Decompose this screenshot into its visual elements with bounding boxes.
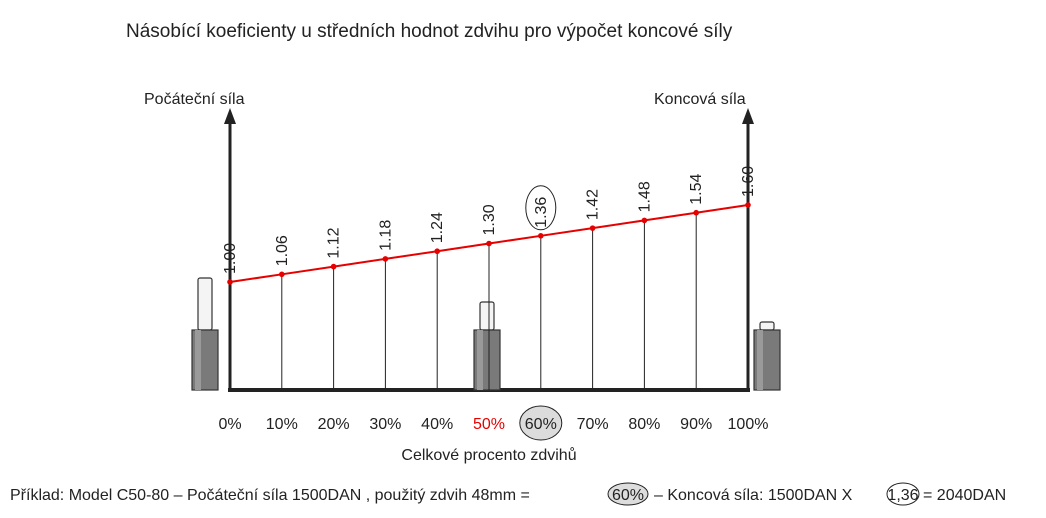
data-point-70 [589,225,596,231]
chart-title: Násobící koeficienty u středních hodnot … [126,21,733,42]
example-circled-factor: 1,36 [887,487,918,504]
circled-value-outline [525,185,557,231]
data-point-30 [382,256,389,262]
value-label-70: 1.42 [585,189,602,220]
data-point-10 [279,271,285,278]
value-label-20: 1.12 [326,227,343,258]
value-label-90: 1.54 [688,173,705,204]
data-point-80 [641,217,648,224]
value-label-50: 1.30 [481,204,498,235]
tick-label-100: 100% [728,416,769,433]
value-label-80: 1.48 [636,181,653,212]
value-label-30: 1.18 [377,220,394,251]
tick-label-50: 50% [473,416,505,433]
data-point-0 [227,279,233,285]
tick-label-80: 80% [628,416,660,433]
value-label-10: 1.06 [274,235,291,266]
example-prefix: Příklad: Model C50-80 – Počáteční síla 1… [10,487,530,504]
right-axis-title: Koncová síla [654,91,746,108]
value-label-0: 1.00 [222,243,239,274]
data-point-40 [434,248,441,255]
left-axis-arrow [224,108,236,124]
value-label-40: 1.24 [429,212,446,243]
cylinder-mid-icon [473,301,501,391]
example-factor-circle [886,482,920,506]
example-circled-percent: 60% [612,487,644,504]
value-label-60: 1.36 [533,197,550,228]
example-percent-circle [607,482,649,506]
cylinder-start-icon [191,277,219,391]
value-label-100: 1.60 [740,166,757,197]
chart-marks: 1.00 0% 1.06 10% 1.12 20% 1.18 30% 1.24 40% 1.30 50… [218,166,769,441]
tick-label-0: 0% [218,416,241,433]
example-suffix: = 2040DAN [923,487,1006,504]
circled-tick-outline [519,405,563,441]
data-point-100 [745,202,751,208]
x-axis-title: Celkové procento zdvihů [401,446,576,464]
right-axis-arrow [742,108,754,124]
data-point-60 [538,233,544,239]
tick-label-60: 60% [525,416,557,433]
example-middle: – Koncová síla: 1500DAN X [654,487,853,504]
tick-label-70: 70% [577,416,609,433]
tick-label-10: 10% [266,416,298,433]
data-point-20 [330,263,337,270]
left-axis-title: Počáteční síla [144,91,245,108]
tick-label-90: 90% [680,416,712,433]
tick-label-20: 20% [318,416,350,433]
tick-label-30: 30% [369,416,401,433]
data-point-90 [693,209,699,216]
example-line: Příklad: Model C50-80 – Počáteční síla 1… [10,482,1006,506]
data-point-50 [486,240,492,247]
cylinder-end-icon [753,321,781,391]
tick-label-40: 40% [421,416,453,433]
